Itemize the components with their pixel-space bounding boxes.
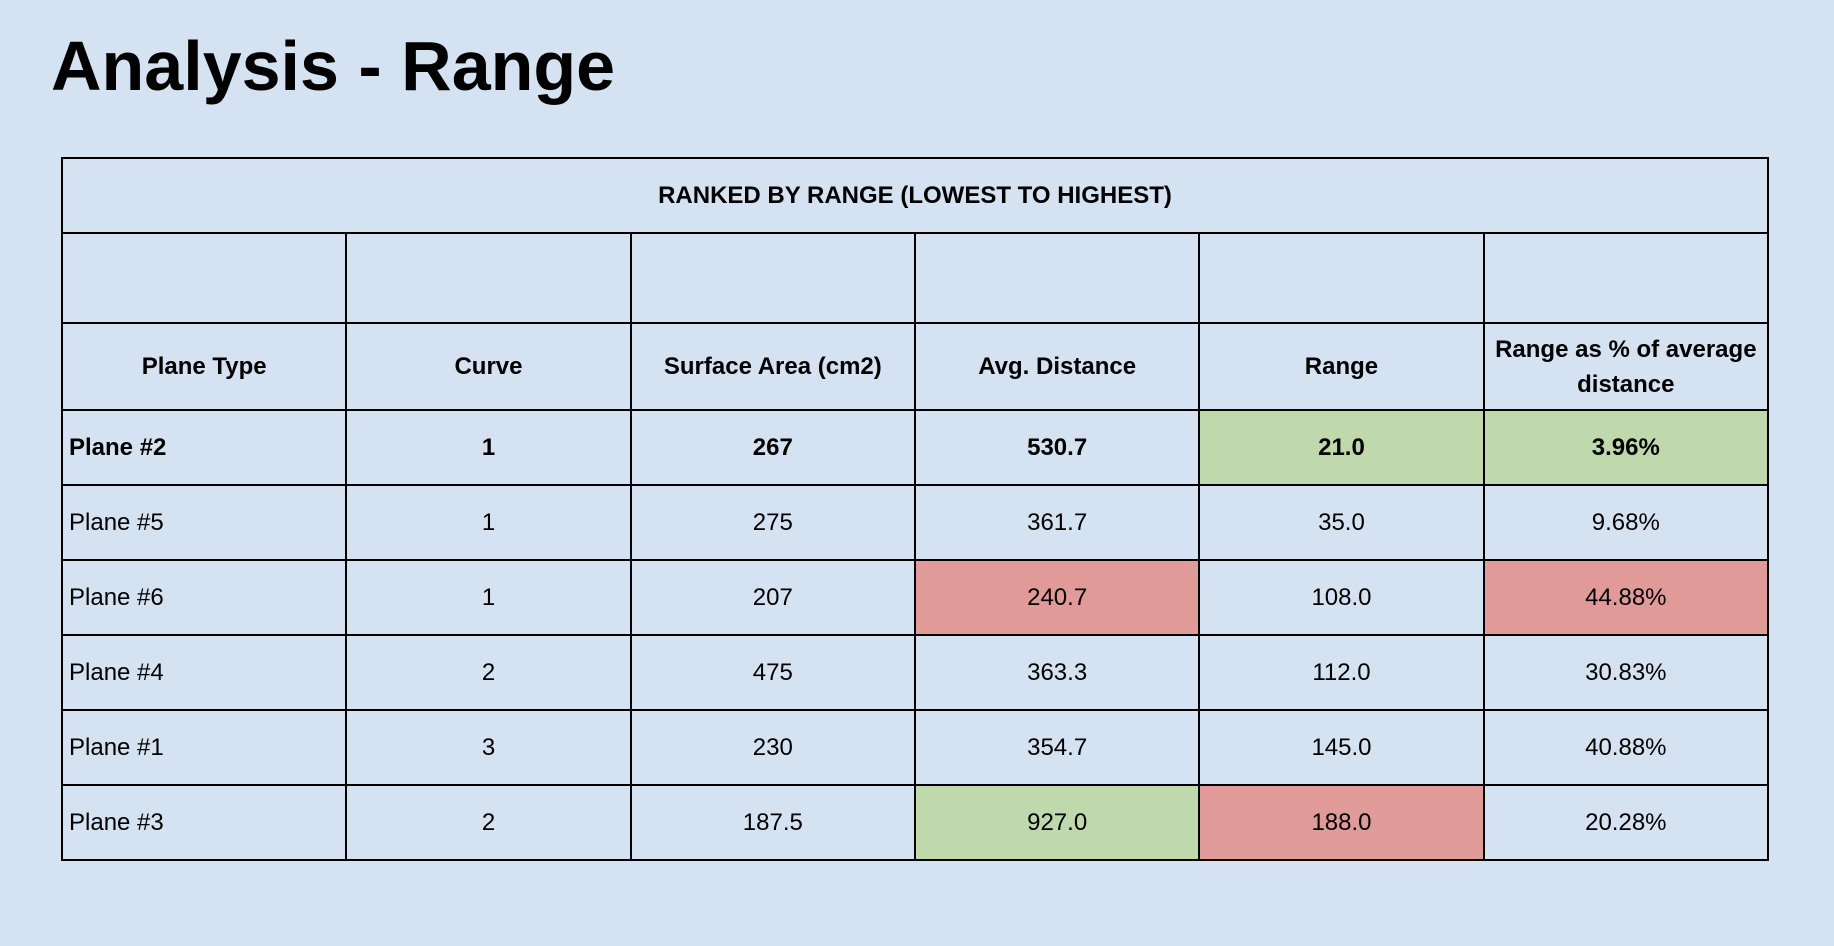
empty-cell: [1198, 232, 1485, 324]
data-cell: 2: [345, 634, 632, 711]
data-cell: 1: [345, 559, 632, 636]
data-cell: 230: [629, 709, 916, 786]
header-cell: Avg. Distance: [913, 322, 1201, 411]
data-row: Plane #4 2 475 363.3 112.0 30.83%: [60, 634, 1770, 711]
header-cell: Plane Type: [60, 322, 348, 411]
data-cell: 9.68%: [1482, 484, 1770, 561]
data-cell: 21.0: [1198, 409, 1485, 486]
data-cell: Plane #3: [60, 784, 348, 861]
data-cell: Plane #1: [60, 709, 348, 786]
data-cell: Plane #4: [60, 634, 348, 711]
data-row: Plane #1 3 230 354.7 145.0 40.88%: [60, 709, 1770, 786]
data-cell: Plane #2: [60, 409, 348, 486]
header-cell: Range as % of average distance: [1482, 322, 1770, 411]
data-cell: 267: [629, 409, 916, 486]
data-cell: 2: [345, 784, 632, 861]
data-cell: 3: [345, 709, 632, 786]
data-cell: 354.7: [913, 709, 1201, 786]
header-cell: Surface Area (cm2): [629, 322, 916, 411]
data-cell: 207: [629, 559, 916, 636]
data-cell: 475: [629, 634, 916, 711]
data-cell: 530.7: [913, 409, 1201, 486]
data-row: Plane #5 1 275 361.7 35.0 9.68%: [60, 484, 1770, 561]
empty-cell: [60, 232, 348, 324]
header-cell: Curve: [345, 322, 632, 411]
data-cell: 145.0: [1198, 709, 1485, 786]
empty-cell: [629, 232, 916, 324]
header-row: Plane Type Curve Surface Area (cm2) Avg. Di…: [60, 322, 1770, 411]
data-cell: 1: [345, 409, 632, 486]
data-cell: 927.0: [913, 784, 1201, 861]
data-cell: 363.3: [913, 634, 1201, 711]
data-cell: 187.5: [629, 784, 916, 861]
data-cell: 188.0: [1198, 784, 1485, 861]
data-cell: Plane #6: [60, 559, 348, 636]
data-row: Plane #2 1 267 530.7 21.0 3.96%: [60, 409, 1770, 486]
data-cell: 44.88%: [1482, 559, 1770, 636]
empty-cell: [913, 232, 1201, 324]
data-cell: 1: [345, 484, 632, 561]
title: Analysis - Range: [51, 27, 616, 105]
data-cell: 30.83%: [1482, 634, 1770, 711]
caption: RANKED BY RANGE (LOWEST TO HIGHEST): [61, 157, 1769, 234]
data-cell: 20.28%: [1482, 784, 1770, 861]
data-cell: 35.0: [1198, 484, 1485, 561]
data-cell: 108.0: [1198, 559, 1485, 636]
data-cell: Plane #5: [60, 484, 348, 561]
caption-row: RANKED BY RANGE (LOWEST TO HIGHEST): [61, 157, 1769, 234]
data-cell: 275: [629, 484, 916, 561]
data-row: Plane #6 1 207 240.7 108.0 44.88%: [60, 559, 1770, 636]
data-cell: 3.96%: [1482, 409, 1770, 486]
header-cell: Range: [1198, 322, 1485, 411]
empty-cell: [345, 232, 632, 324]
data-cell: 240.7: [913, 559, 1201, 636]
data-cell: 361.7: [913, 484, 1201, 561]
empty-row: [60, 232, 1770, 324]
data-cell: 112.0: [1198, 634, 1485, 711]
range-table: RANKED BY RANGE (LOWEST TO HIGHEST) Plan…: [60, 157, 1770, 861]
data-row: Plane #3 2 187.5 927.0 188.0 20.28%: [60, 784, 1770, 861]
data-cell: 40.88%: [1482, 709, 1770, 786]
empty-cell: [1482, 232, 1770, 324]
